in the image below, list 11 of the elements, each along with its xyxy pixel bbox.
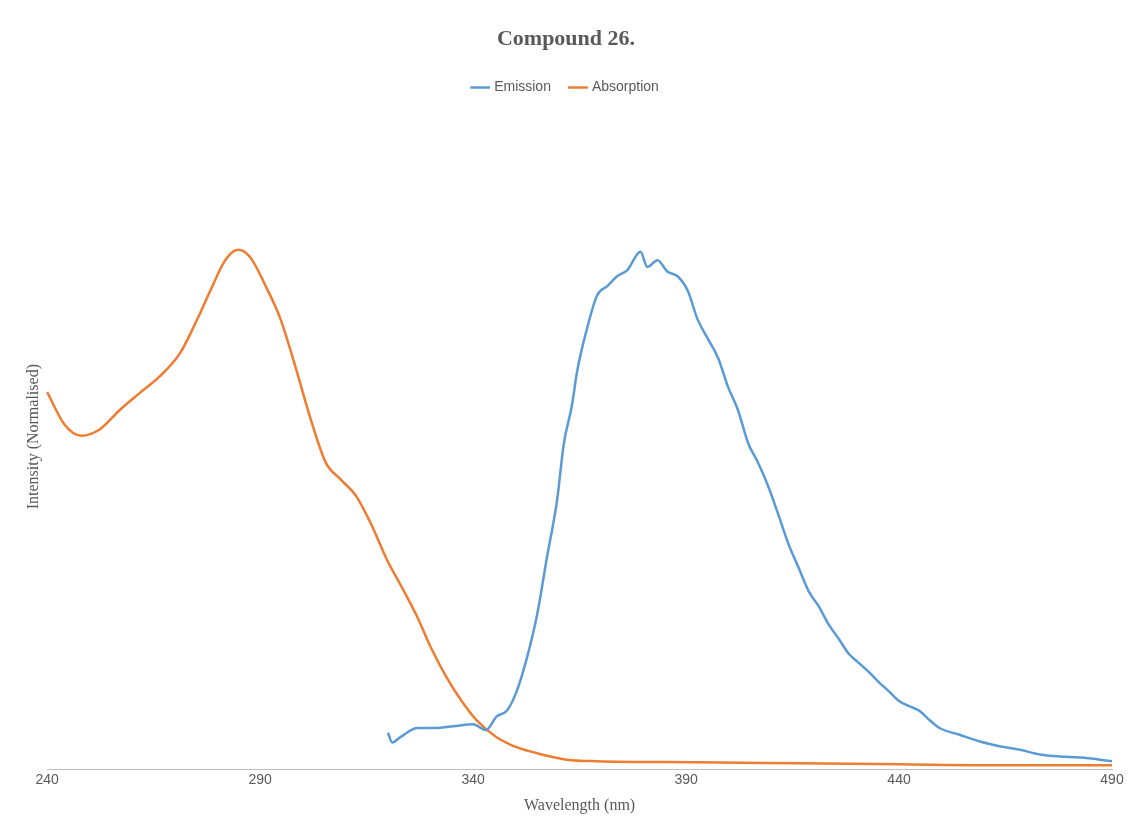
y-axis-title: Intensity (Normalised) [23,364,42,510]
x-tick-label: 340 [461,771,486,788]
x-tick-label: 390 [674,771,698,788]
x-tick-label: 490 [1100,771,1124,788]
legend-label: Absorption [591,78,659,95]
x-tick-label: 440 [887,771,911,788]
legend-label: Emission [494,78,551,95]
x-tick-label: 240 [35,771,60,788]
x-tick-label: 290 [248,771,273,788]
chart-title: Compound 26. [496,24,636,50]
x-axis-title: Wavelength (nm) [524,795,636,814]
